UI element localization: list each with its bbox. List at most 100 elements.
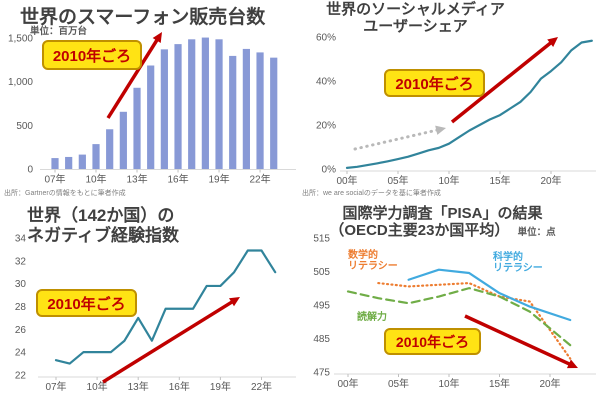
x-tick-label: 20年 xyxy=(540,174,561,187)
annotation-arrow xyxy=(450,40,554,124)
y-tick-label: 1,000 xyxy=(8,77,33,88)
bar xyxy=(78,154,86,169)
bar xyxy=(242,48,250,169)
annotation-arrow xyxy=(464,314,573,367)
x-tick-label: 16年 xyxy=(169,380,190,393)
x-tick-label: 10年 xyxy=(87,380,108,393)
series-line xyxy=(54,249,277,365)
annotation-arrow-head xyxy=(152,32,162,43)
bar xyxy=(256,52,264,169)
chart-smartphone-sales: 世界のスマーフォン販売台数 単位：百万台 07年 10年 13年 16年 19年 22年 0… xyxy=(0,0,300,200)
series-label-1: 数学的 リテラシー xyxy=(348,250,398,272)
y-tick-label: 495 xyxy=(313,300,330,311)
x-tick-label: 10年 xyxy=(438,377,459,390)
bar xyxy=(51,158,59,169)
annotation-arrow-head xyxy=(566,359,578,369)
y-tick-label: 26 xyxy=(15,325,27,336)
chart-title-line1: 世界のソーシャルメディア xyxy=(326,1,505,18)
y-tick-label: 30 xyxy=(15,279,27,290)
chart-social-media-share: 世界のソーシャルメディア ユーザーシェア 00年 05年 10年 15年 20年 0% 20… xyxy=(300,0,600,200)
x-tick-label: 07年 xyxy=(45,380,66,393)
chart-title-line1: 世界（142か国）の xyxy=(27,206,175,225)
series-line xyxy=(346,287,572,347)
series-line xyxy=(407,268,572,322)
y-tick-label: 34 xyxy=(15,233,27,244)
series-line xyxy=(377,281,572,360)
source-note: 出所：we are socialのデータを基に筆者作成 xyxy=(302,190,441,197)
x-tick-label: 00年 xyxy=(336,174,357,187)
social-media-share-plot: 00年 05年 10年 15年 20年 0% 20% 40% 60% xyxy=(316,33,596,187)
annotation-2010-callout: 2010年ごろ xyxy=(36,289,137,317)
chart-title: 世界のソーシャルメディア ユーザーシェア xyxy=(308,1,523,35)
x-tick-label: 10年 xyxy=(85,173,106,186)
x-tick-label: 00年 xyxy=(337,377,358,390)
y-tick-label: 60% xyxy=(316,33,336,44)
unit-label: 単位：百万台 xyxy=(30,26,88,37)
annotation-2010-callout: 2010年ごろ xyxy=(384,328,481,355)
bar xyxy=(229,55,237,169)
annotation-2010-callout: 2010年ごろ xyxy=(384,69,485,97)
x-tick-label: 16年 xyxy=(167,173,188,186)
y-tick-label: 0% xyxy=(322,165,337,176)
negative-experience-plot: 07年 10年 13年 16年 19年 22年 22 24 26 28 30 32 34 xyxy=(15,233,296,393)
series-label-2: 科学的 リテラシー xyxy=(493,252,543,274)
chart-title-line2: ネガティブ経験指数 xyxy=(27,226,179,245)
x-tick-label: 20年 xyxy=(539,377,560,390)
x-tick-label: 07年 xyxy=(44,173,65,186)
y-tick-label: 40% xyxy=(316,77,336,88)
chart-title-line1: 国際学力調査「PISA」の結果 xyxy=(342,205,543,222)
bar xyxy=(160,49,168,169)
series-line xyxy=(345,39,593,169)
annotation-arrow xyxy=(353,128,441,151)
annotation-arrow-head xyxy=(435,125,446,135)
annotation-arrow xyxy=(102,299,235,384)
smartphone-sales-plot: 07年 10年 13年 16年 19年 22年 0 500 1,000 1,500 xyxy=(8,32,296,186)
x-tick-label: 13年 xyxy=(126,173,147,186)
y-tick-label: 485 xyxy=(313,334,330,345)
bar xyxy=(270,57,278,169)
y-tick-label: 0 xyxy=(27,165,33,176)
chart-title-line2: （OECD主要23か国平均） 単位：点 xyxy=(300,222,585,241)
bar xyxy=(174,44,182,169)
bar xyxy=(147,65,155,169)
y-tick-label: 505 xyxy=(313,267,330,278)
annotation-arrow-head xyxy=(547,37,558,47)
x-tick-label: 19年 xyxy=(210,380,231,393)
x-tick-label: 22年 xyxy=(249,173,270,186)
x-tick-label: 15年 xyxy=(489,377,510,390)
bar xyxy=(215,39,223,170)
bar xyxy=(188,39,196,170)
bar xyxy=(106,129,114,169)
x-tick-label: 05年 xyxy=(388,377,409,390)
chart-title: 国際学力調査「PISA」の結果 （OECD主要23か国平均） 単位：点 xyxy=(300,205,585,241)
annotation-arrow-head xyxy=(228,297,240,307)
y-tick-label: 28 xyxy=(15,302,27,313)
x-tick-label: 10年 xyxy=(438,174,459,187)
bar xyxy=(133,87,141,169)
unit-label: 単位：点 xyxy=(517,227,556,238)
annotation-arrow xyxy=(106,36,160,119)
y-tick-label: 20% xyxy=(316,121,336,132)
bar xyxy=(119,111,127,169)
chart-pisa-results: 国際学力調査「PISA」の結果 （OECD主要23か国平均） 単位：点 00年 0… xyxy=(300,200,600,400)
chart-title: 世界のスマーフォン販売台数 xyxy=(20,7,266,28)
bar xyxy=(201,37,209,170)
source-note: 出所：Gartnerの情報をもとに筆者作成 xyxy=(4,190,126,197)
y-tick-label: 515 xyxy=(313,233,330,244)
series-label-3: 読解力 xyxy=(357,312,387,323)
y-tick-label: 475 xyxy=(313,368,330,379)
chart-title-line2-text: （OECD主要23か国平均） xyxy=(329,222,510,239)
chart-title: 世界（142か国）の ネガティブ経験指数 xyxy=(27,206,179,246)
x-tick-label: 15年 xyxy=(489,174,510,187)
x-tick-label: 22年 xyxy=(251,380,272,393)
chart-negative-experience-index: 世界（142か国）の ネガティブ経験指数 07年 10年 13年 16年 19年 22年 2… xyxy=(0,200,300,400)
y-tick-label: 24 xyxy=(15,348,27,359)
x-tick-label: 19年 xyxy=(208,173,229,186)
y-tick-label: 22 xyxy=(15,371,27,382)
y-tick-label: 500 xyxy=(16,121,33,132)
y-tick-label: 1,500 xyxy=(8,34,33,45)
bar xyxy=(65,156,73,169)
chart-title-line2: ユーザーシェア xyxy=(363,18,468,35)
x-tick-label: 13年 xyxy=(128,380,149,393)
